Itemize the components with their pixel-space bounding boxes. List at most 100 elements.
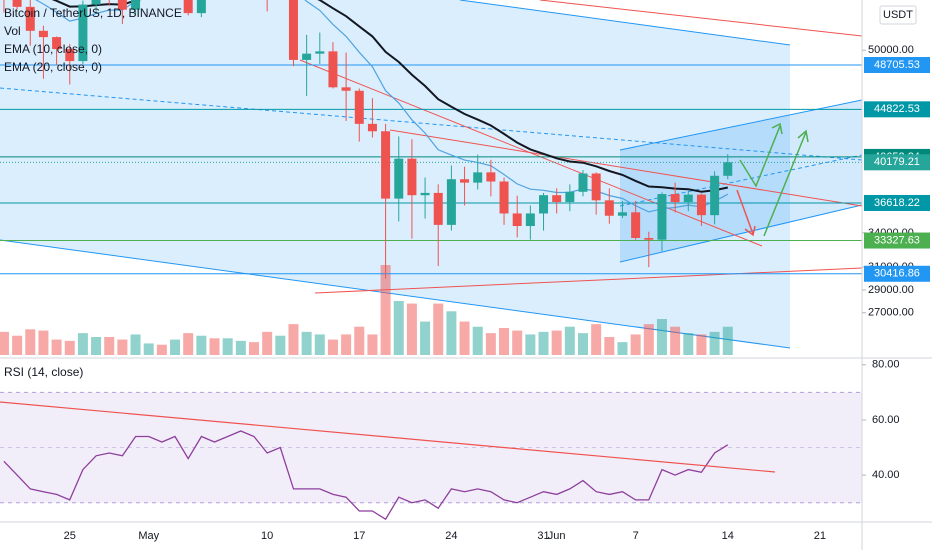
candle-body xyxy=(591,173,601,201)
chart-title: Bitcoin / TetherUS, 1D, BINANCE xyxy=(4,6,182,20)
volume-bar xyxy=(630,334,641,355)
small-channel-mid xyxy=(619,154,862,207)
red-arrow xyxy=(736,189,754,235)
y-tick-label: 40.00 xyxy=(872,469,900,481)
small-channel-top xyxy=(619,99,862,151)
volume-bar xyxy=(354,326,365,355)
y-tick-label: 27000.00 xyxy=(868,307,914,319)
volume-bar xyxy=(156,344,167,355)
y-tick-label: 60.00 xyxy=(872,414,900,426)
volume-bar xyxy=(51,339,62,355)
x-tick-label: 31 xyxy=(537,530,549,542)
currency[interactable]: USDT xyxy=(883,9,913,21)
candle-body xyxy=(486,172,496,182)
volume-bar xyxy=(64,340,75,355)
level-tag xyxy=(864,57,930,74)
small-channel-bottom xyxy=(619,204,862,263)
y-tick-label: 80.00 xyxy=(872,359,900,371)
currency-box[interactable] xyxy=(879,5,917,25)
volume-bar xyxy=(420,321,431,355)
candle-body xyxy=(420,192,430,196)
volume-bar xyxy=(25,329,36,355)
volume-bar xyxy=(525,334,536,355)
volume-bar xyxy=(196,335,207,355)
volume-bar xyxy=(327,339,338,355)
candle-body xyxy=(696,194,706,216)
volume-bar xyxy=(604,337,615,355)
volume-bar xyxy=(433,303,444,355)
candle-body xyxy=(578,173,588,192)
x-tick-label: 24 xyxy=(445,530,457,542)
volume-bar xyxy=(564,326,575,355)
candle-body xyxy=(460,179,470,183)
ema-label: EMA (10, close, 0) xyxy=(4,42,102,56)
x-tick-label: Jun xyxy=(548,530,566,542)
candle-body xyxy=(644,237,654,240)
volume-bar xyxy=(406,303,417,355)
volume-bar xyxy=(209,338,220,355)
candle-body xyxy=(433,192,443,225)
arrow-head xyxy=(771,122,783,135)
red-trendline xyxy=(389,129,862,207)
level-tag xyxy=(864,265,930,282)
x-tick-label: 10 xyxy=(261,530,273,542)
arrow-head xyxy=(744,225,756,237)
candle-body xyxy=(78,4,88,62)
volume-bar xyxy=(104,337,115,355)
level-tag xyxy=(864,154,930,171)
candle-body xyxy=(131,0,141,10)
level-tag xyxy=(864,232,930,249)
volume-bar xyxy=(12,335,23,355)
candle-body xyxy=(446,179,456,225)
level-label: 30416.86 xyxy=(874,268,920,280)
level-tag xyxy=(864,101,930,118)
y-tick-label: 50000.00 xyxy=(868,44,914,56)
volume-bar xyxy=(538,331,549,355)
level-label: 48705.53 xyxy=(874,59,920,71)
volume-bar xyxy=(643,324,654,355)
candle-body xyxy=(65,49,75,62)
candle-body xyxy=(604,200,614,216)
volume-bar xyxy=(170,339,181,355)
volume-bar xyxy=(709,331,720,355)
red-trendline xyxy=(314,267,862,294)
volume-bar xyxy=(91,337,102,355)
green-arrow xyxy=(763,131,807,237)
candle-body xyxy=(91,0,101,5)
level-label: 33327.63 xyxy=(874,234,920,246)
legend: Bitcoin / TetherUS, 1D, BINANCE Vol EMA … xyxy=(4,5,917,379)
rsi-title: RSI (14, close) xyxy=(4,365,83,379)
volume-bar xyxy=(288,324,299,355)
x-tick-label: May xyxy=(138,530,159,542)
candle-body xyxy=(12,0,22,7)
volume-bar xyxy=(262,331,273,355)
volume-bar xyxy=(617,342,628,355)
volume-bar xyxy=(696,334,707,355)
candle-body xyxy=(723,162,733,176)
candle-body xyxy=(565,191,575,203)
candle-body xyxy=(473,172,483,183)
volume-bar xyxy=(130,334,141,355)
candle-body xyxy=(288,0,298,60)
candle-body xyxy=(183,0,193,14)
candle-body xyxy=(38,30,48,38)
candle-body xyxy=(196,0,206,14)
volume-bar xyxy=(248,342,259,355)
red-trendline xyxy=(539,0,862,37)
volume-bar xyxy=(722,326,733,355)
candle-body xyxy=(315,51,325,54)
candle-body xyxy=(631,212,641,238)
volume-bar xyxy=(578,333,589,355)
volume-bar xyxy=(314,334,325,355)
volume-bar xyxy=(222,338,233,355)
channel-top xyxy=(459,0,791,46)
ema-label: EMA (20, close, 0) xyxy=(4,60,102,74)
volume-bar xyxy=(459,321,470,355)
volume-bar xyxy=(656,319,667,355)
candle-body xyxy=(525,213,535,227)
candle-body xyxy=(552,195,562,203)
candle-body xyxy=(117,0,127,10)
candle-body xyxy=(539,195,549,214)
volume-bar xyxy=(591,324,602,355)
